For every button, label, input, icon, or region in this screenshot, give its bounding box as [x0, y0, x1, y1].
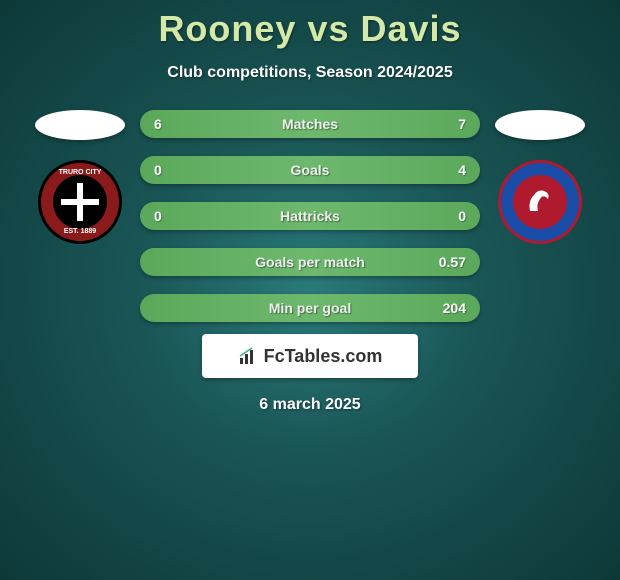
stat-right-value: 0.57 [439, 254, 466, 270]
stat-row-min-per-goal: Min per goal 204 [140, 294, 480, 322]
page-subtitle: Club competitions, Season 2024/2025 [0, 64, 620, 82]
stat-label: Goals [140, 162, 480, 178]
stat-row-hattricks: 0 Hattricks 0 [140, 202, 480, 230]
badge-cross-v [77, 183, 83, 221]
stat-right-value: 4 [458, 162, 466, 178]
stat-label: Goals per match [140, 254, 480, 270]
badge-left-text-bottom: EST. 1889 [64, 228, 96, 235]
stats-list: 6 Matches 7 0 Goals 4 0 Hattricks 0 Goal… [140, 110, 480, 322]
date-label: 6 march 2025 [0, 396, 620, 414]
player-silhouette-left [35, 110, 125, 140]
stat-left-value: 0 [154, 162, 162, 178]
bar-chart-icon [238, 346, 258, 366]
club-badge-left: TRURO CITY EST. 1889 [38, 160, 122, 244]
stat-left-value: 6 [154, 116, 162, 132]
right-column [480, 110, 600, 244]
stat-label: Matches [140, 116, 480, 132]
stat-row-goals-per-match: Goals per match 0.57 [140, 248, 480, 276]
stat-right-value: 0 [458, 208, 466, 224]
badge-left-text-top: TRURO CITY [59, 169, 102, 176]
stat-row-goals: 0 Goals 4 [140, 156, 480, 184]
player-silhouette-right [495, 110, 585, 140]
stat-right-value: 204 [443, 300, 466, 316]
stat-label: Hattricks [140, 208, 480, 224]
horse-icon [522, 181, 558, 224]
brand-text: FcTables.com [264, 346, 383, 367]
left-column: TRURO CITY EST. 1889 [20, 110, 140, 244]
stat-row-matches: 6 Matches 7 [140, 110, 480, 138]
stat-label: Min per goal [140, 300, 480, 316]
stat-left-value: 0 [154, 208, 162, 224]
club-badge-right [498, 160, 582, 244]
branding-badge[interactable]: FcTables.com [202, 334, 418, 378]
stat-right-value: 7 [458, 116, 466, 132]
comparison-content: TRURO CITY EST. 1889 6 Matches 7 0 Goals… [0, 110, 620, 322]
page-title: Rooney vs Davis [0, 8, 620, 50]
